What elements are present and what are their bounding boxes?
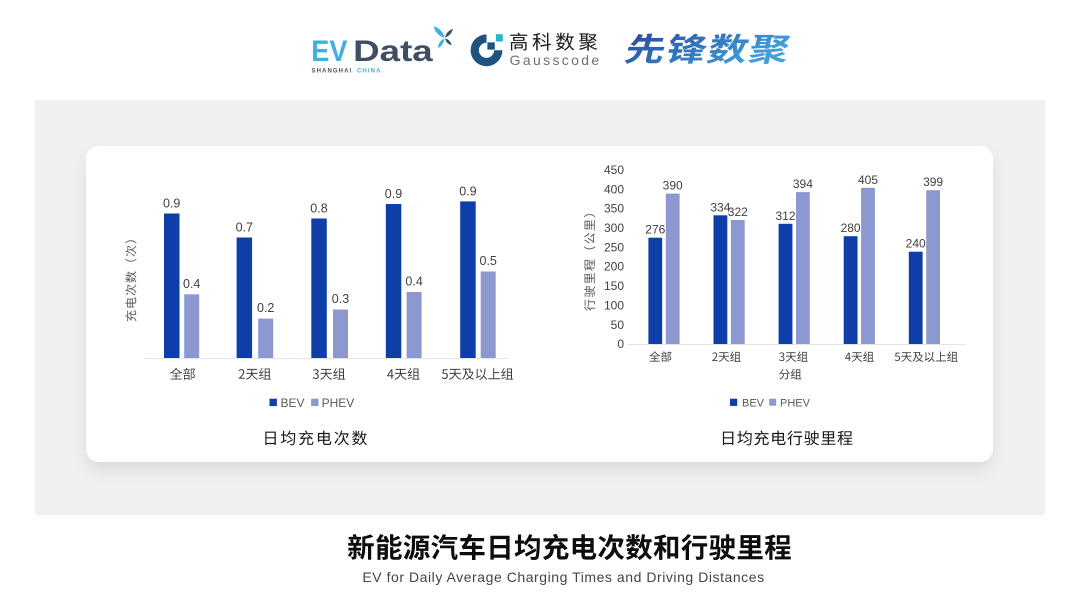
svg-text:Gausscode: Gausscode: [510, 52, 602, 68]
svg-text:394: 394: [793, 177, 813, 191]
svg-text:322: 322: [728, 205, 748, 219]
svg-text:50: 50: [611, 318, 625, 332]
svg-text:405: 405: [858, 173, 878, 187]
svg-text:0.8: 0.8: [310, 202, 327, 216]
svg-text:BEV: BEV: [281, 396, 305, 410]
svg-text:250: 250: [604, 240, 624, 254]
svg-text:300: 300: [604, 221, 624, 235]
svg-text:200: 200: [604, 260, 624, 274]
svg-text:0.9: 0.9: [163, 197, 180, 211]
svg-text:0.4: 0.4: [183, 277, 200, 291]
svg-text:CHINA: CHINA: [357, 68, 382, 74]
svg-text:0.5: 0.5: [480, 254, 497, 268]
svg-text:240: 240: [906, 237, 926, 251]
svg-text:PHEV: PHEV: [780, 398, 811, 410]
svg-text:100: 100: [604, 298, 624, 312]
svg-text:276: 276: [645, 223, 665, 237]
svg-text:EV for Daily Average Charging: EV for Daily Average Charging Times and …: [362, 569, 764, 585]
svg-text:0.3: 0.3: [332, 292, 349, 306]
svg-text:EV: EV: [311, 35, 347, 68]
svg-text:0.7: 0.7: [236, 221, 253, 235]
svg-text:350: 350: [604, 202, 624, 216]
svg-text:0.9: 0.9: [459, 184, 476, 198]
svg-text:BEV: BEV: [742, 398, 765, 410]
svg-text:0.2: 0.2: [257, 301, 274, 315]
svg-text:450: 450: [604, 163, 624, 177]
svg-text:399: 399: [923, 175, 943, 189]
svg-text:150: 150: [604, 279, 624, 293]
svg-text:0: 0: [617, 337, 624, 351]
svg-text:0.9: 0.9: [385, 187, 402, 201]
svg-text:280: 280: [841, 221, 861, 235]
svg-text:SHANGHAI: SHANGHAI: [312, 68, 353, 74]
svg-text:0.4: 0.4: [405, 275, 422, 289]
svg-text:400: 400: [604, 182, 624, 196]
svg-text:390: 390: [663, 179, 683, 193]
svg-text:312: 312: [775, 209, 795, 223]
svg-text:334: 334: [710, 200, 730, 214]
svg-text:Data: Data: [353, 35, 433, 68]
svg-text:PHEV: PHEV: [322, 396, 355, 410]
